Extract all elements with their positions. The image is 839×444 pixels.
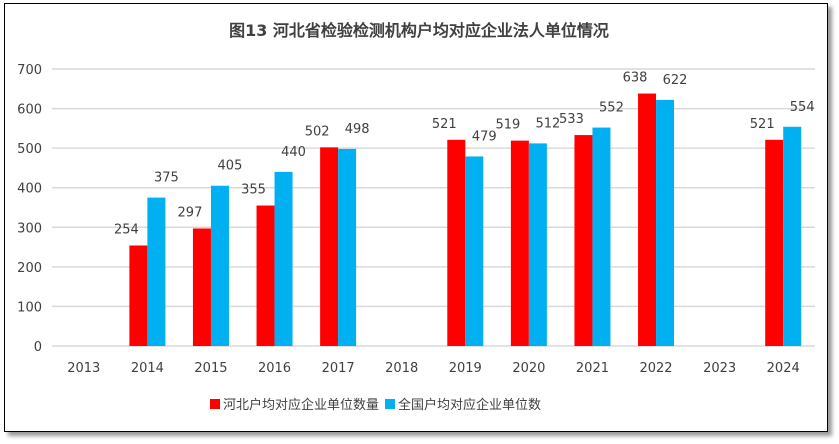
data-label: 355 xyxy=(241,183,266,198)
data-label: 440 xyxy=(281,145,306,160)
y-tick-label: 0 xyxy=(34,340,42,355)
bar-0-2017 xyxy=(320,147,339,346)
x-tick-label: 2014 xyxy=(131,361,164,376)
data-label: 521 xyxy=(432,117,457,132)
data-label: 638 xyxy=(623,71,648,86)
bar-0-2015 xyxy=(192,228,211,346)
data-label: 552 xyxy=(599,101,624,116)
bar-1-2019 xyxy=(465,156,484,346)
bar-0-2014 xyxy=(129,245,148,346)
y-tick-label: 100 xyxy=(17,300,42,315)
x-tick-label: 2022 xyxy=(639,361,672,376)
bar-0-2020 xyxy=(510,140,529,346)
data-label: 512 xyxy=(535,116,560,131)
data-label: 375 xyxy=(154,171,179,186)
bar-0-2022 xyxy=(638,93,657,346)
y-tick-label: 500 xyxy=(17,142,42,157)
bar-1-2022 xyxy=(656,99,675,346)
data-label: 502 xyxy=(305,124,330,139)
x-tick-label: 2024 xyxy=(767,361,800,376)
bar-1-2014 xyxy=(147,197,166,346)
x-tick-label: 2017 xyxy=(322,361,355,376)
data-label: 254 xyxy=(114,222,139,237)
data-label: 521 xyxy=(750,117,775,132)
bar-1-2017 xyxy=(338,148,357,346)
x-tick-label: 2023 xyxy=(703,361,736,376)
legend-label: 河北户均对应企业单位数量 xyxy=(223,397,379,413)
data-label: 622 xyxy=(663,73,688,88)
x-tick-label: 2018 xyxy=(385,361,418,376)
data-label: 479 xyxy=(472,129,497,144)
chart-title: 图13 河北省检验检测机构户均对应企业法人单位情况 xyxy=(229,21,609,40)
data-label: 297 xyxy=(178,205,203,220)
x-tick-label: 2013 xyxy=(67,361,100,376)
bar-1-2020 xyxy=(528,143,547,346)
x-tick-label: 2020 xyxy=(512,361,545,376)
y-tick-label: 700 xyxy=(17,63,42,78)
bar-1-2016 xyxy=(274,171,293,346)
x-tick-label: 2016 xyxy=(258,361,291,376)
bar-0-2019 xyxy=(447,139,466,346)
bar-0-2024 xyxy=(765,139,784,346)
bar-1-2015 xyxy=(210,185,229,346)
y-tick-label: 300 xyxy=(17,221,42,236)
bar-1-2024 xyxy=(783,126,802,346)
x-tick-label: 2021 xyxy=(576,361,609,376)
data-label: 554 xyxy=(790,100,815,115)
data-label: 519 xyxy=(495,118,520,133)
bar-0-2021 xyxy=(574,135,593,346)
y-tick-label: 600 xyxy=(17,103,42,118)
x-tick-label: 2015 xyxy=(194,361,227,376)
bar-1-2021 xyxy=(592,127,611,347)
chart-frame xyxy=(4,3,828,432)
data-label: 405 xyxy=(218,159,243,174)
x-tick-label: 2019 xyxy=(449,361,482,376)
bar-0-2016 xyxy=(256,205,275,346)
legend-swatch xyxy=(210,399,220,409)
data-label: 498 xyxy=(345,122,370,137)
y-tick-label: 200 xyxy=(17,261,42,276)
data-label: 533 xyxy=(559,112,584,127)
legend-label: 全国户均对应企业单位数 xyxy=(398,397,541,413)
legend-swatch xyxy=(385,399,395,409)
y-tick-label: 400 xyxy=(17,182,42,197)
